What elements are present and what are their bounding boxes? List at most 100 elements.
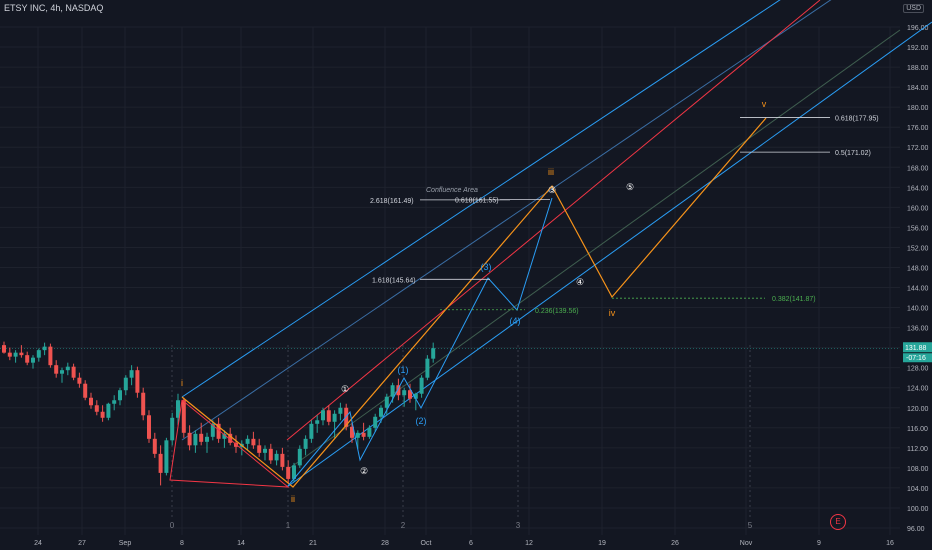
time-tick: 9 xyxy=(817,540,821,547)
candle-body xyxy=(164,440,169,473)
candle-body xyxy=(431,348,436,359)
wave-path-orange xyxy=(181,117,767,488)
candle-body xyxy=(216,423,221,439)
candle-body xyxy=(309,423,314,439)
candle-body xyxy=(274,453,279,461)
price-tick: 104.00 xyxy=(907,486,929,493)
countdown-label: -07:16 xyxy=(906,355,926,362)
price-tick: 96.00 xyxy=(907,526,925,533)
candle-body xyxy=(176,400,180,418)
candle-body xyxy=(135,370,140,393)
wave-label: (3) xyxy=(481,262,492,272)
triangle-red xyxy=(169,399,290,488)
candle-body xyxy=(158,453,163,473)
price-tick: 124.00 xyxy=(907,386,929,393)
time-tick: 19 xyxy=(598,540,606,547)
price-tick: 156.00 xyxy=(907,225,929,232)
wave-label: i xyxy=(181,378,183,388)
time-tick: Nov xyxy=(740,540,753,547)
price-tick: 140.00 xyxy=(907,306,929,313)
time-tick: Oct xyxy=(421,540,432,547)
price-tick: 136.00 xyxy=(907,326,929,333)
candle-body xyxy=(170,417,175,441)
currency-badge[interactable]: USD xyxy=(903,4,924,13)
price-tick: 108.00 xyxy=(907,466,929,473)
time-tick: 27 xyxy=(78,540,86,547)
countdown-badge xyxy=(903,353,932,363)
candle-body xyxy=(48,346,53,366)
candle-body xyxy=(384,396,389,408)
candle-body xyxy=(123,377,128,391)
fib-level-label: 0.236(139.56) xyxy=(535,308,579,315)
candle-body xyxy=(413,393,418,399)
wave-label: iii xyxy=(548,167,554,177)
price-tick: 184.00 xyxy=(907,85,929,92)
earnings-badge[interactable]: E xyxy=(830,514,846,530)
channel-line-mid-1 xyxy=(181,0,832,441)
candle-body xyxy=(390,385,395,397)
candle-body xyxy=(315,420,320,424)
candle-body xyxy=(106,403,111,418)
wave-label: ③ xyxy=(548,185,556,195)
wave-label: iv xyxy=(609,308,616,318)
last-price-badge xyxy=(903,342,932,353)
time-tick: 14 xyxy=(237,540,245,547)
candle-body xyxy=(89,397,93,406)
candle-body xyxy=(292,465,296,479)
candle-body xyxy=(257,445,262,453)
candle-body xyxy=(60,370,64,374)
last-price-label: 131.88 xyxy=(905,345,927,352)
wave-path-blue xyxy=(286,197,553,488)
price-tick: 164.00 xyxy=(907,185,929,192)
confluence-note: Confluence Area xyxy=(426,187,478,194)
candle-body xyxy=(245,438,250,444)
price-tick: 168.00 xyxy=(907,165,929,172)
candle-body xyxy=(25,355,30,363)
channel-line-mid-2 xyxy=(286,29,901,471)
price-tick: 176.00 xyxy=(907,125,929,132)
candle-body xyxy=(83,383,88,398)
candle-body xyxy=(199,433,204,442)
candle-body xyxy=(2,345,6,353)
candle-body xyxy=(187,432,192,446)
wave-label: ④ xyxy=(576,277,584,287)
candle-body xyxy=(303,438,308,449)
candle-body xyxy=(251,438,256,446)
time-tick: 16 xyxy=(886,540,894,547)
candle-body xyxy=(19,352,24,356)
wave-label: ② xyxy=(360,466,368,476)
candle-body xyxy=(367,427,372,437)
fib-level-label: 0.5(171.02) xyxy=(835,150,871,157)
price-tick: 148.00 xyxy=(907,265,929,272)
candle-body xyxy=(338,407,343,414)
wave-label: (2) xyxy=(416,416,427,426)
candle-body xyxy=(332,413,337,422)
symbol-label: ETSY INC, 4h, NASDAQ xyxy=(4,3,104,13)
price-tick: 116.00 xyxy=(907,426,928,433)
candle-body xyxy=(361,432,366,437)
candle-body xyxy=(112,400,117,404)
wave-label: (4) xyxy=(510,316,521,326)
candle-body xyxy=(36,350,41,358)
time-tick: 8 xyxy=(180,540,184,547)
price-tick: 112.00 xyxy=(907,446,928,453)
candle-body xyxy=(373,416,378,428)
candle-body xyxy=(100,411,105,418)
cycle-marker: 0 xyxy=(170,521,175,530)
channel-line-blue-lower xyxy=(286,21,932,488)
candle-body xyxy=(7,352,12,357)
candle-body xyxy=(280,453,285,467)
price-tick: 196.00 xyxy=(907,25,929,32)
fib-level-label: 0.618(161.55) xyxy=(455,198,499,205)
channel-line-blue-upper xyxy=(181,0,781,398)
time-tick: Sep xyxy=(119,540,132,547)
candle-body xyxy=(210,423,215,437)
fib-level-label: 2.618(161.49) xyxy=(370,198,414,205)
wave-label: ii xyxy=(291,494,295,504)
candle-body xyxy=(13,352,18,357)
candle-body xyxy=(222,433,227,439)
candle-body xyxy=(326,410,331,422)
price-tick: 128.00 xyxy=(907,366,929,373)
candle-body xyxy=(65,366,70,371)
